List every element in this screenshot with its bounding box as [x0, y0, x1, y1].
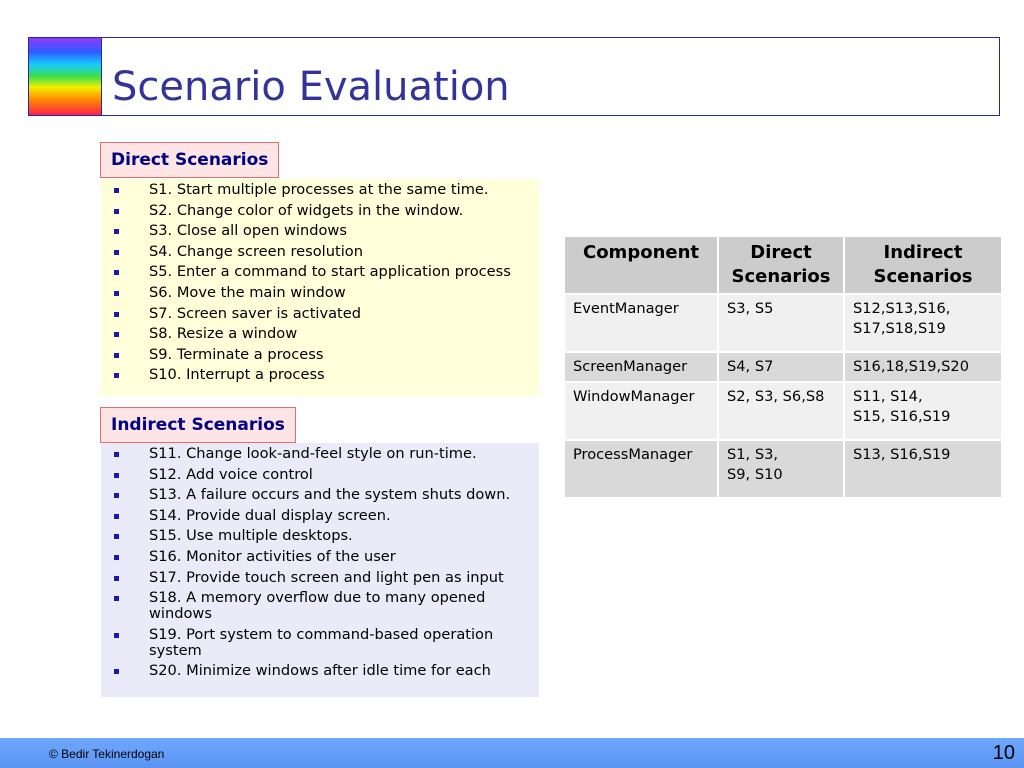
- table-header-row: Component Direct Scenarios Indirect Scen…: [565, 237, 1001, 293]
- component-cell: EventManager: [565, 295, 717, 351]
- indirect-scenarios-cell: S12,S13,S16, S17,S18,S19: [845, 295, 1001, 351]
- indirect-scenarios-cell: S16,18,S19,S20: [845, 353, 1001, 381]
- direct-scenario-item: S8. Resize a window: [101, 326, 539, 342]
- title-bar: Scenario Evaluation: [28, 37, 1000, 116]
- direct-scenario-item: S6. Move the main window: [101, 284, 539, 301]
- indirect-scenario-item: S13. A failure occurs and the system shu…: [101, 487, 539, 503]
- direct-scenarios-cell: S4, S7: [719, 353, 843, 381]
- header-indirect-scenarios: Indirect Scenarios: [845, 237, 1001, 293]
- header-component: Component: [565, 237, 717, 293]
- indirect-scenarios-cell: S13, S16,S19: [845, 441, 1001, 497]
- direct-scenario-item: S9. Terminate a process: [101, 346, 539, 363]
- footer-bar: © Bedir Tekinerdogan 10: [0, 738, 1024, 768]
- direct-scenario-item: S7. Screen saver is activated: [101, 305, 539, 322]
- copyright-text: © Bedir Tekinerdogan: [49, 747, 165, 761]
- direct-scenario-item: S5. Enter a command to start application…: [101, 264, 539, 280]
- indirect-scenario-item: S11. Change look-and-feel style on run-t…: [101, 446, 539, 462]
- indirect-scenario-item: S19. Port system to command-based operat…: [101, 626, 539, 659]
- direct-scenarios-label: Direct Scenarios: [100, 142, 280, 178]
- indirect-scenario-item: S12. Add voice control: [101, 466, 539, 483]
- table-row: ProcessManager S1, S3, S9, S10 S13, S16,S1…: [565, 441, 1001, 497]
- table-row: ScreenManager S4, S7 S16,18,S19,S20: [565, 353, 1001, 381]
- direct-scenarios-list: S1. Start multiple processes at the same…: [101, 179, 539, 396]
- indirect-scenario-item: S17. Provide touch screen and light pen …: [101, 569, 539, 586]
- indirect-scenarios-cell: S11, S14, S15, S16,S19: [845, 383, 1001, 439]
- indirect-scenario-item: S15. Use multiple desktops.: [101, 528, 539, 544]
- indirect-scenario-item: S16. Monitor activities of the user: [101, 548, 539, 565]
- direct-scenario-item: S1. Start multiple processes at the same…: [101, 182, 539, 198]
- direct-scenario-item: S4. Change screen resolution: [101, 243, 539, 260]
- indirect-scenarios-list: S11. Change look-and-feel style on run-t…: [101, 443, 539, 697]
- table-row: EventManager S3, S5 S12,S13,S16, S17,S18,S…: [565, 295, 1001, 351]
- direct-scenarios-cell: S1, S3, S9, S10: [719, 441, 843, 497]
- direct-scenarios-cell: S2, S3, S6,S8: [719, 383, 843, 439]
- indirect-scenario-item: S14. Provide dual display screen.: [101, 507, 539, 524]
- rainbow-gradient-decoration: [29, 38, 102, 115]
- indirect-scenarios-label: Indirect Scenarios: [100, 407, 296, 443]
- header-direct-scenarios: Direct Scenarios: [719, 237, 843, 293]
- page-number: 10: [992, 742, 1015, 764]
- indirect-scenario-item: S20. Minimize windows after idle time fo…: [101, 663, 539, 679]
- slide-title: Scenario Evaluation: [112, 64, 510, 110]
- direct-scenario-item: S3. Close all open windows: [101, 223, 539, 239]
- component-cell: ProcessManager: [565, 441, 717, 497]
- indirect-scenario-item: S18. A memory overflow due to many opene…: [101, 590, 539, 622]
- direct-scenarios-cell: S3, S5: [719, 295, 843, 351]
- component-cell: WindowManager: [565, 383, 717, 439]
- direct-scenario-item: S10. Interrupt a process: [101, 367, 539, 383]
- direct-scenario-item: S2. Change color of widgets in the windo…: [101, 202, 539, 219]
- table-row: WindowManager S2, S3, S6,S8 S11, S14, S15,…: [565, 383, 1001, 439]
- scenario-evaluation-table: Component Direct Scenarios Indirect Scen…: [563, 235, 1003, 499]
- component-cell: ScreenManager: [565, 353, 717, 381]
